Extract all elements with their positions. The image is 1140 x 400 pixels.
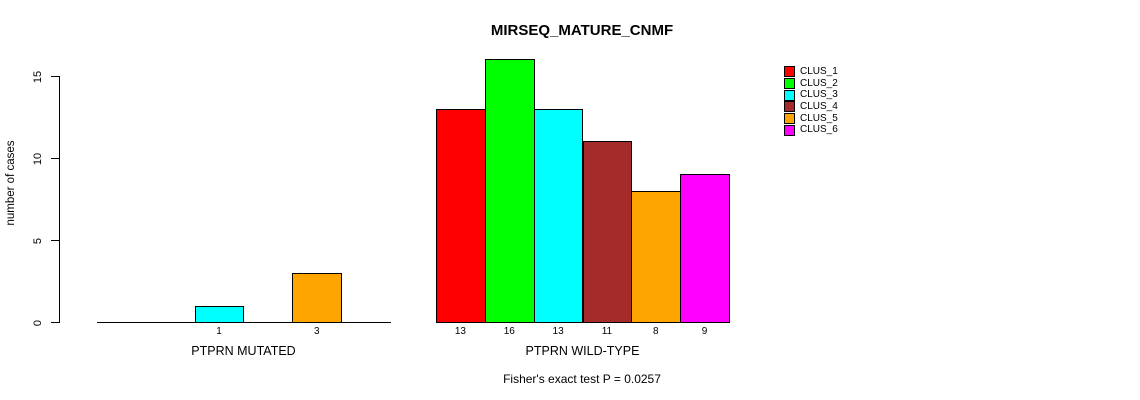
bar-value-label: 1 <box>216 326 222 337</box>
group-label-mutated: PTPRN MUTATED <box>191 344 296 358</box>
bar-clus_5-group1 <box>292 273 343 323</box>
legend-label: CLUS_3 <box>800 89 838 101</box>
y-axis-tick <box>51 322 59 323</box>
legend-row: CLUS_2 <box>784 78 838 90</box>
legend-swatch-clus_2 <box>784 78 795 90</box>
bar-value-label: 13 <box>552 326 564 337</box>
legend-row: CLUS_6 <box>784 124 838 136</box>
legend-row: CLUS_4 <box>784 101 838 113</box>
bar-clus_2-group2 <box>484 59 535 323</box>
legend-label: CLUS_1 <box>800 65 838 77</box>
bar-value-label: 9 <box>701 326 708 337</box>
legend-label: CLUS_6 <box>800 124 838 136</box>
y-axis-tick-label: 0 <box>32 319 44 326</box>
legend-row: CLUS_5 <box>784 113 838 125</box>
y-axis-line <box>59 76 60 323</box>
legend-row: CLUS_1 <box>784 66 838 78</box>
bar-clus_5-group2 <box>631 191 682 323</box>
bar-clus_3-group2 <box>533 109 584 323</box>
y-axis-tick-label: 15 <box>32 70 44 83</box>
legend-row: CLUS_3 <box>784 89 838 101</box>
chart-title: MIRSEQ_MATURE_CNMF <box>490 22 674 39</box>
y-axis-tick <box>51 158 59 159</box>
bar-clus_1-group2 <box>436 109 486 323</box>
bar-clus_3-group1 <box>194 306 245 323</box>
legend-swatch-clus_5 <box>784 113 795 125</box>
y-axis-tick <box>51 240 59 241</box>
y-axis-tick-label: 5 <box>32 237 44 244</box>
bar-clus_6-group2 <box>680 174 730 323</box>
bar-value-label: 16 <box>503 326 515 337</box>
legend-label: CLUS_4 <box>800 100 838 112</box>
y-axis-tick <box>51 76 59 77</box>
y-axis-title: number of cases <box>5 140 17 226</box>
legend: CLUS_1 CLUS_2 CLUS_3 CLUS_4 CLUS_5 CLUS_6 <box>784 66 838 136</box>
bar-value-label: 11 <box>601 326 613 337</box>
legend-swatch-clus_6 <box>784 124 795 136</box>
group-label-wild-type: PTPRN WILD-TYPE <box>525 344 640 358</box>
y-axis-tick-label: 10 <box>32 152 44 165</box>
bar-value-label: 3 <box>313 326 320 337</box>
legend-label: CLUS_5 <box>800 112 838 124</box>
legend-swatch-clus_4 <box>784 101 795 113</box>
fisher-test-caption: Fisher's exact test P = 0.0257 <box>503 372 661 386</box>
bar-value-label: 13 <box>454 326 466 337</box>
bar-value-label: 8 <box>652 326 659 337</box>
legend-swatch-clus_3 <box>784 89 795 101</box>
legend-swatch-clus_1 <box>784 66 795 78</box>
bar-clus_4-group2 <box>582 141 633 323</box>
legend-label: CLUS_2 <box>800 77 838 89</box>
